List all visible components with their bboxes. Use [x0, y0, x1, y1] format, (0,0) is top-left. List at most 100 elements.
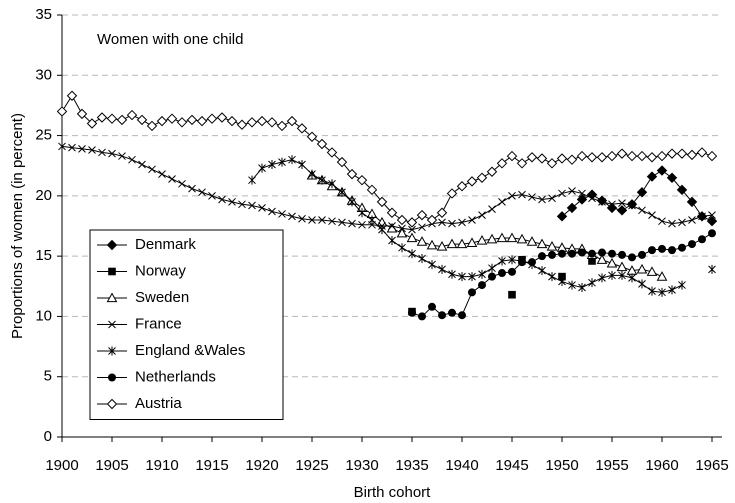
marker — [416, 236, 428, 246]
marker — [618, 250, 626, 259]
marker — [688, 240, 696, 249]
marker — [666, 172, 678, 183]
marker — [398, 224, 406, 233]
marker — [706, 215, 718, 227]
marker — [276, 120, 288, 132]
marker — [528, 193, 536, 201]
legend-label: Denmark — [135, 236, 196, 253]
marker — [356, 174, 368, 186]
marker — [656, 271, 668, 281]
marker — [468, 272, 476, 282]
legend-label: Sweden — [135, 289, 189, 306]
marker — [548, 250, 556, 259]
x-tick-label: 1940 — [445, 457, 478, 474]
marker — [498, 198, 506, 206]
marker — [466, 176, 478, 187]
marker — [416, 209, 428, 221]
marker — [158, 170, 166, 179]
marker — [448, 308, 456, 317]
marker — [698, 235, 706, 244]
marker — [406, 232, 418, 243]
marker — [476, 172, 488, 183]
marker — [76, 108, 88, 120]
marker — [686, 149, 698, 161]
marker — [348, 219, 356, 228]
marker — [228, 198, 236, 206]
legend-item: France — [97, 315, 182, 332]
marker — [226, 115, 238, 127]
marker — [136, 114, 148, 126]
legend-label: France — [135, 315, 182, 332]
marker — [506, 232, 518, 243]
marker — [446, 188, 458, 199]
marker — [138, 160, 146, 169]
legend-item: Austria — [97, 395, 182, 412]
marker — [148, 165, 156, 174]
marker — [576, 150, 588, 162]
marker — [116, 114, 128, 126]
marker — [168, 175, 176, 183]
marker — [296, 123, 308, 134]
marker — [178, 179, 186, 188]
marker — [566, 202, 578, 214]
x-axis-title: Birth cohort — [354, 484, 432, 501]
marker — [688, 216, 696, 224]
marker — [586, 152, 598, 163]
marker — [508, 192, 516, 200]
marker — [218, 195, 226, 204]
marker — [588, 249, 596, 258]
marker — [588, 257, 596, 265]
marker — [108, 149, 116, 158]
marker — [606, 257, 618, 268]
marker — [578, 189, 586, 198]
marker — [538, 266, 546, 276]
marker — [708, 264, 716, 274]
marker — [596, 254, 608, 264]
legend-item: England &Wales — [97, 342, 245, 359]
marker — [176, 117, 188, 128]
marker — [668, 219, 676, 228]
marker — [558, 276, 566, 286]
marker — [268, 160, 276, 170]
marker — [248, 175, 256, 185]
marker — [438, 311, 446, 320]
marker — [198, 188, 206, 197]
marker — [646, 266, 658, 276]
x-tick-label: 1950 — [545, 457, 578, 474]
legend-item: Sweden — [97, 289, 189, 306]
marker — [408, 249, 416, 259]
marker — [568, 280, 576, 290]
series-line — [561, 169, 713, 222]
marker — [666, 148, 678, 159]
marker — [638, 206, 646, 215]
marker — [106, 113, 118, 124]
marker — [308, 169, 316, 179]
marker — [396, 227, 408, 238]
marker — [648, 246, 656, 255]
marker — [566, 154, 578, 165]
marker — [516, 158, 528, 169]
marker — [478, 281, 486, 290]
marker — [418, 223, 426, 232]
marker — [348, 197, 356, 207]
marker — [708, 229, 716, 238]
marker — [606, 202, 618, 214]
marker — [558, 249, 566, 258]
marker — [208, 192, 216, 200]
marker — [498, 269, 506, 278]
x-tick-label: 1965 — [695, 457, 728, 474]
marker — [188, 184, 196, 193]
marker — [698, 212, 706, 221]
marker — [678, 280, 686, 290]
marker — [428, 260, 436, 270]
marker — [658, 217, 666, 226]
marker — [318, 216, 326, 224]
marker — [206, 113, 218, 124]
y-tick-label: 20 — [35, 187, 52, 204]
marker — [598, 198, 606, 206]
legend-item: Denmark — [97, 236, 196, 253]
marker — [478, 211, 486, 220]
marker — [156, 115, 168, 127]
marker — [398, 243, 406, 253]
marker — [686, 196, 698, 208]
